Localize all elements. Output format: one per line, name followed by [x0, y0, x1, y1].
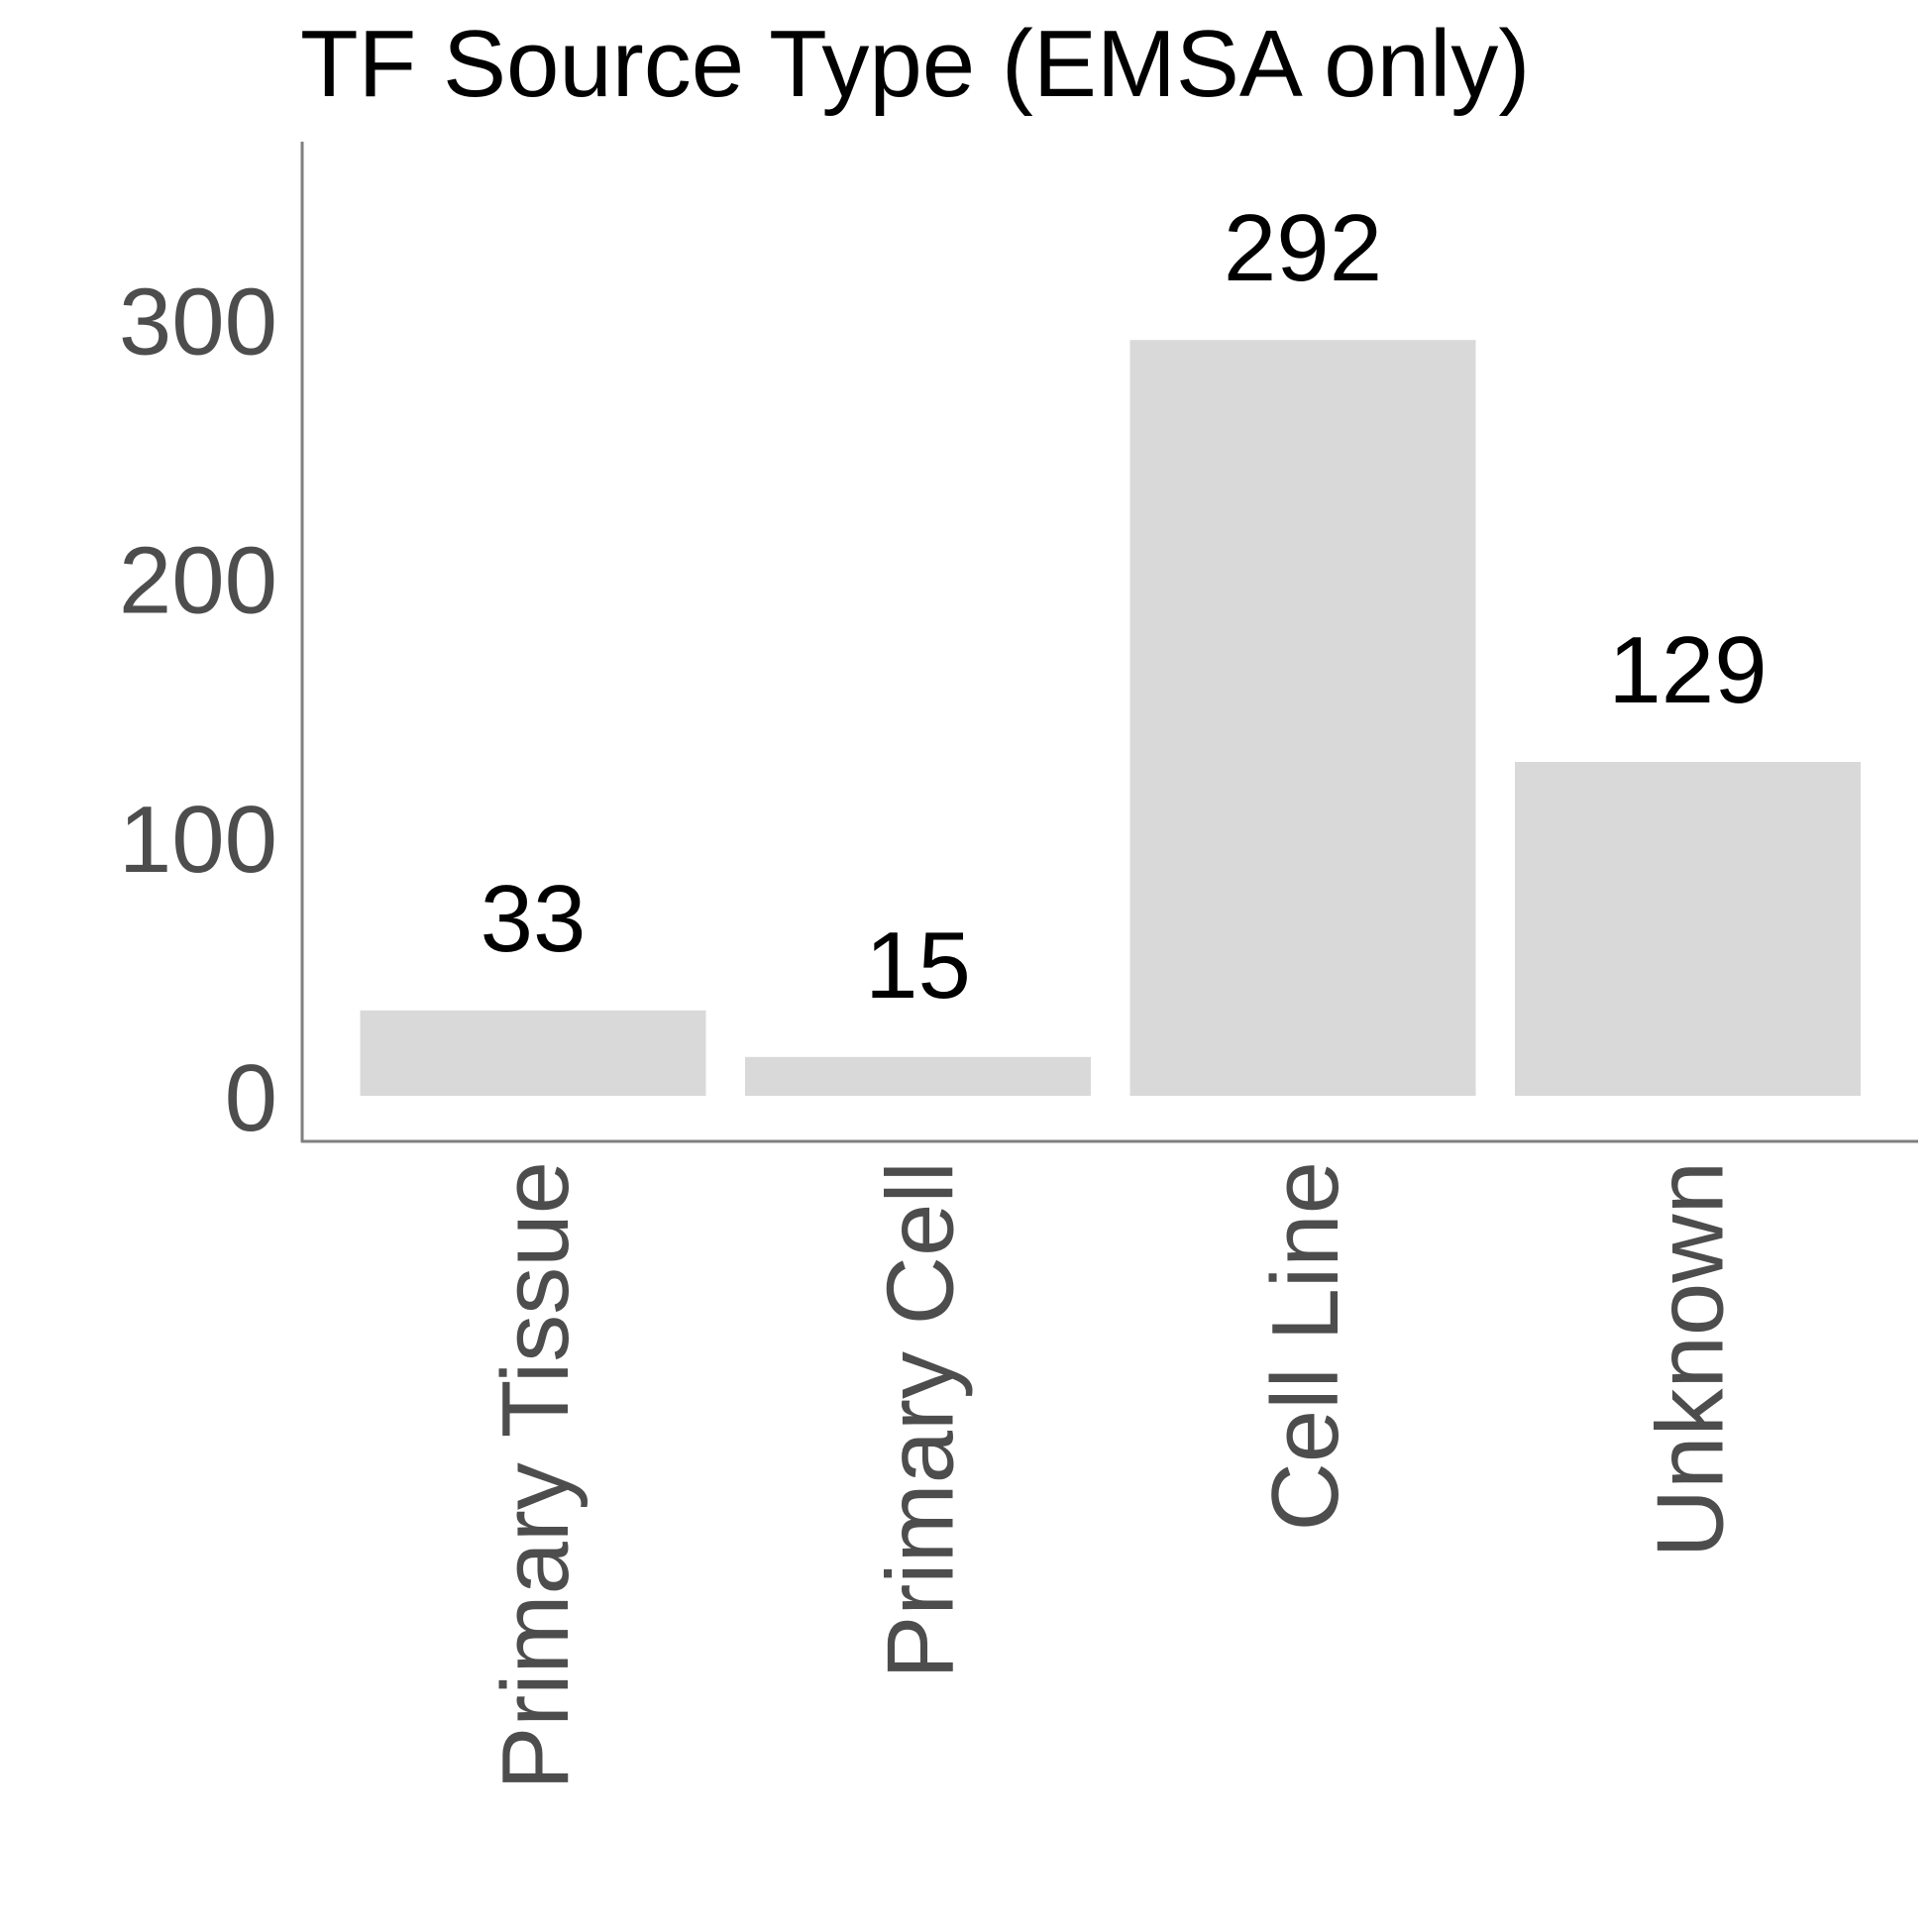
data-label-primary-cell: 15	[865, 912, 971, 1019]
data-label-unknown: 129	[1608, 617, 1767, 723]
y-tick-label-200: 200	[119, 528, 277, 634]
y-tick-label-100: 100	[119, 787, 277, 893]
bar-primary-cell	[745, 1056, 1091, 1096]
chart-title: TF Source Type (EMSA only)	[300, 11, 1530, 117]
data-label-cell-line: 292	[1224, 195, 1382, 301]
x-tick-label-unknown: Unknown	[1638, 1161, 1744, 1557]
y-tick-label-300: 300	[119, 268, 277, 375]
x-tick-label-primary-cell: Primary Cell	[868, 1161, 974, 1679]
x-tick-label-cell-line: Cell Line	[1252, 1161, 1358, 1532]
x-tick-label-primary-tissue: Primary Tissue	[483, 1161, 589, 1790]
y-tick-labels-group: 0 100 200 300	[119, 268, 277, 1151]
data-label-primary-tissue: 33	[481, 866, 587, 972]
bar-primary-tissue	[360, 1010, 706, 1096]
bar-cell-line	[1129, 340, 1476, 1096]
bars-group	[360, 340, 1861, 1096]
bar-unknown	[1515, 762, 1861, 1096]
x-tick-labels-group: Primary Tissue Primary Cell Cell Line Unkno…	[483, 1161, 1744, 1790]
data-labels-group: 33 15 292 129	[481, 195, 1768, 1019]
y-tick-label-0: 0	[225, 1045, 277, 1151]
